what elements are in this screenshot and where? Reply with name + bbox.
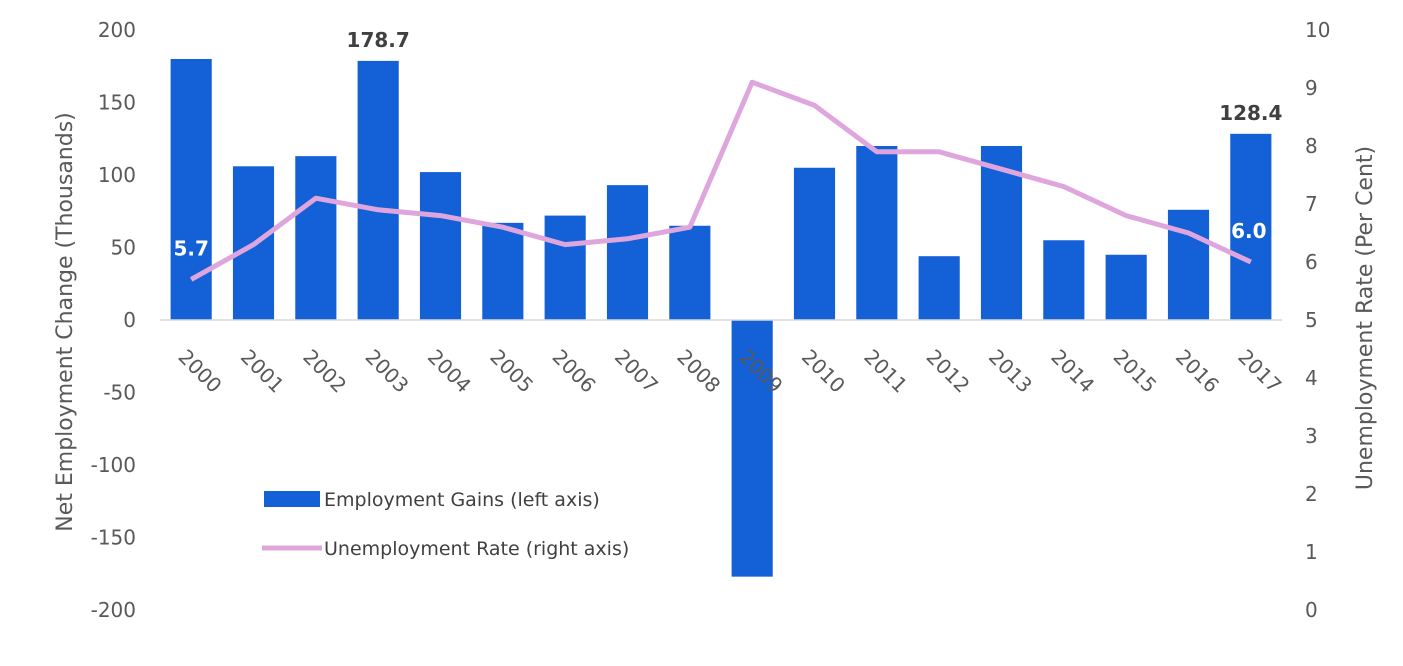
left-tick-label: 0 — [123, 308, 136, 332]
x-tick-label: 2001 — [236, 345, 289, 398]
bar-2005 — [482, 222, 524, 320]
data-label: 178.7 — [347, 28, 410, 52]
bar-2017 — [1230, 133, 1272, 320]
unemployment-rate-line — [189, 79, 1252, 282]
left-axis-title: Net Employment Change (Thousands) — [53, 112, 78, 532]
left-axis-ticks: 200 150 100 50 0 -50 -100 -150 -200 — [91, 18, 136, 622]
x-tick-label: 2007 — [610, 345, 663, 398]
left-tick-label: -50 — [103, 381, 136, 405]
x-tick-label: 2016 — [1171, 345, 1224, 398]
legend-bar-label: Employment Gains (left axis) — [324, 489, 600, 511]
right-tick-label: 3 — [1305, 424, 1318, 448]
left-tick-label: -100 — [91, 453, 136, 477]
bar-2007 — [606, 185, 649, 320]
data-label: 5.7 — [173, 236, 208, 260]
left-tick-label: 200 — [98, 18, 136, 42]
bar-2010 — [793, 167, 836, 320]
bar-2008 — [669, 225, 711, 320]
x-axis-ticks: 2000 2001 2002 2003 2004 2005 2006 2007 2008 2009… — [174, 345, 1287, 398]
x-tick-label: 2003 — [361, 345, 414, 398]
bar-2002 — [295, 156, 337, 320]
bar-2006 — [544, 215, 586, 320]
x-tick-label: 2008 — [672, 345, 725, 398]
legend-line-label: Unemployment Rate (right axis) — [324, 538, 629, 560]
left-tick-label: 150 — [98, 91, 136, 115]
left-tick-label: -150 — [91, 526, 136, 550]
x-tick-label: 2004 — [423, 345, 476, 398]
bar-2011 — [856, 146, 898, 320]
employment-gains-bars — [170, 59, 1272, 577]
legend-bar-swatch — [264, 491, 320, 507]
x-tick-label: 2015 — [1109, 345, 1162, 398]
right-tick-label: 8 — [1305, 134, 1318, 158]
x-tick-label: 2002 — [298, 345, 351, 398]
right-tick-label: 7 — [1305, 192, 1318, 216]
x-tick-label: 2011 — [859, 345, 912, 398]
x-tick-label: 2017 — [1233, 345, 1286, 398]
data-labels: 178.7 128.4 5.7 6.0 — [173, 28, 1282, 261]
left-tick-label: 100 — [98, 163, 136, 187]
right-tick-label: 9 — [1305, 76, 1318, 100]
right-tick-label: 0 — [1305, 598, 1318, 622]
x-tick-label: 2000 — [174, 345, 227, 398]
data-label: 6.0 — [1231, 219, 1266, 243]
bar-2014 — [1043, 240, 1085, 320]
x-tick-label: 2013 — [984, 345, 1037, 398]
legend: Employment Gains (left axis) Unemploymen… — [262, 489, 629, 560]
left-tick-label: -200 — [91, 598, 136, 622]
bar-2003 — [357, 60, 399, 320]
x-tick-label: 2012 — [922, 345, 975, 398]
right-tick-label: 1 — [1305, 540, 1318, 564]
x-tick-label: 2005 — [485, 345, 538, 398]
bar-2000 — [170, 59, 212, 320]
left-tick-label: 50 — [111, 236, 136, 260]
bar-2016 — [1167, 209, 1210, 320]
x-tick-label: 2010 — [797, 345, 850, 398]
right-tick-label: 10 — [1305, 18, 1330, 42]
bar-2009 — [731, 320, 773, 577]
right-tick-label: 5 — [1305, 308, 1318, 332]
bar-2015 — [1105, 254, 1147, 320]
right-tick-label: 4 — [1305, 366, 1318, 390]
right-tick-label: 6 — [1305, 250, 1318, 274]
bar-2004 — [419, 172, 462, 320]
right-tick-label: 2 — [1305, 482, 1318, 506]
x-tick-label: 2014 — [1046, 345, 1099, 398]
x-tick-label: 2006 — [548, 345, 601, 398]
right-axis-title: Unemployment Rate (Per Cent) — [1353, 146, 1378, 490]
bar-2012 — [918, 256, 960, 320]
data-label: 128.4 — [1219, 101, 1282, 125]
